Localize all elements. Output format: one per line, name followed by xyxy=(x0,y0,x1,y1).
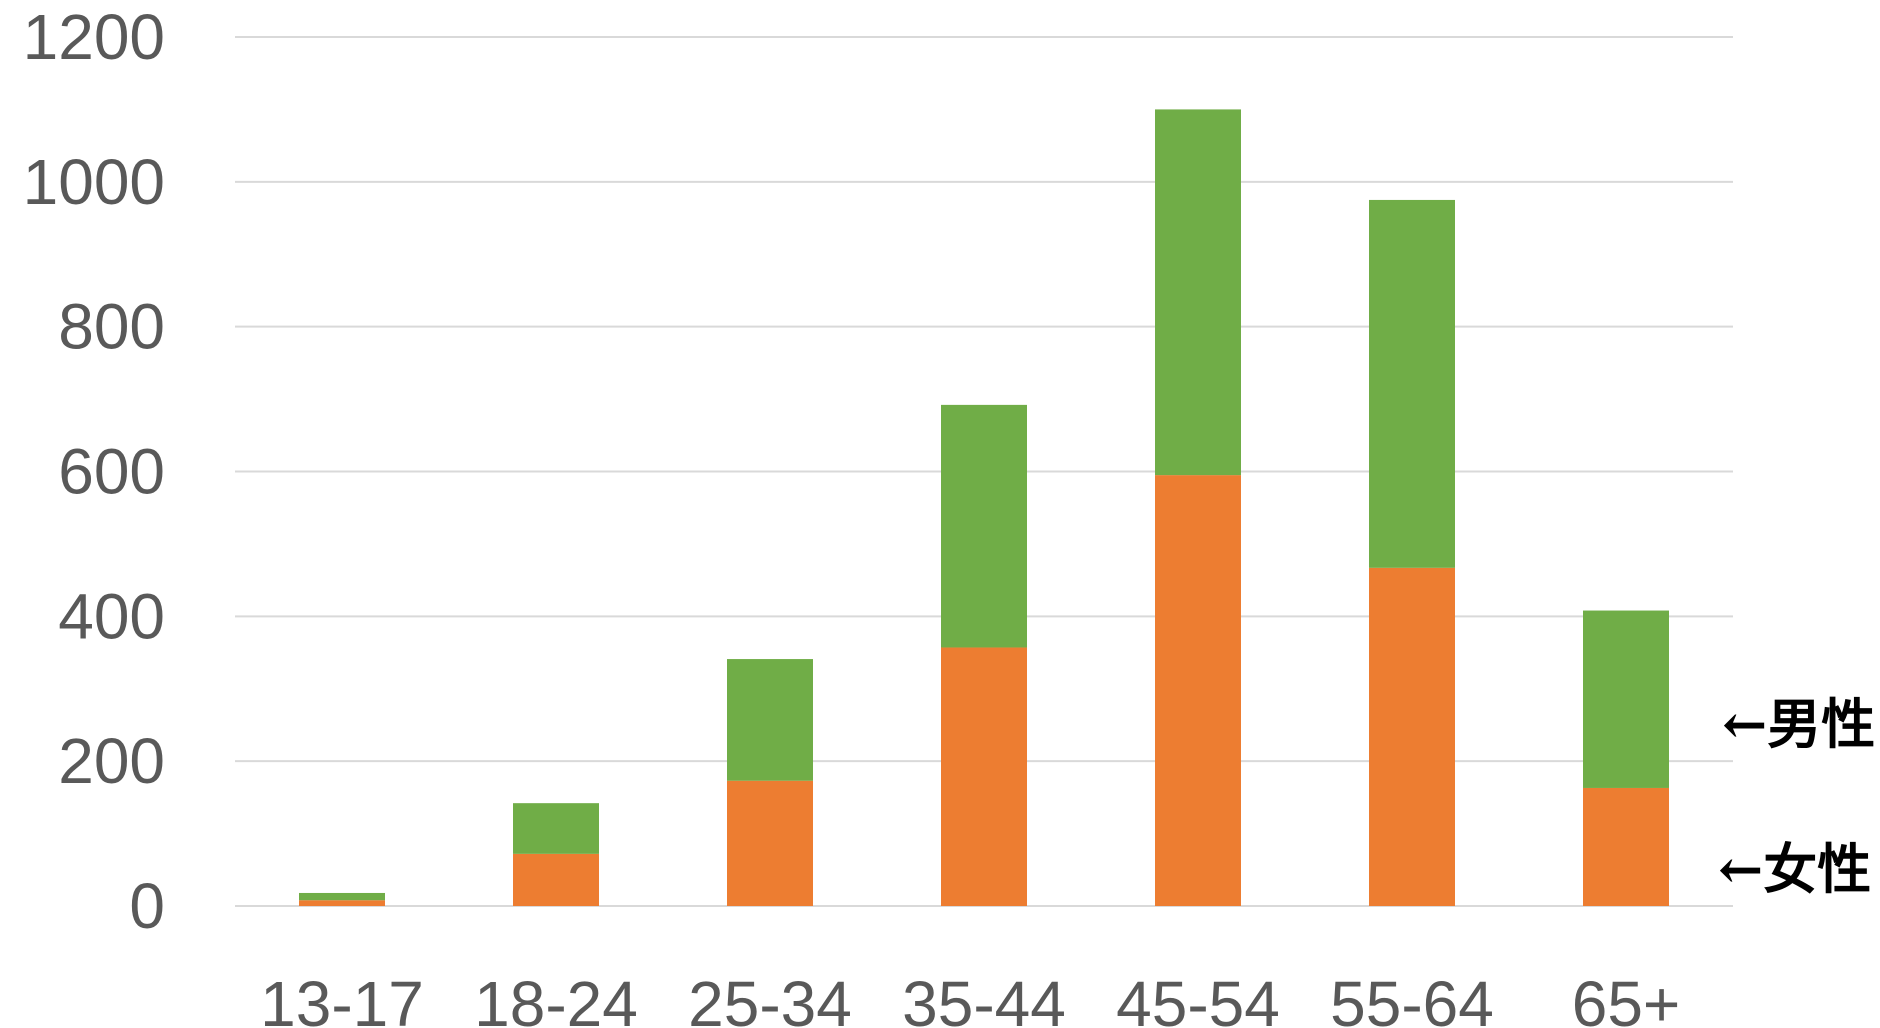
bar-segment-male-45-54 xyxy=(1155,109,1241,476)
bar-segment-male-35-44 xyxy=(941,404,1027,648)
y-tick-label: 0 xyxy=(129,870,165,942)
x-tick-label: 35-44 xyxy=(902,968,1066,1028)
bar-segment-female-55-64 xyxy=(1369,567,1455,906)
bar-segment-male-55-64 xyxy=(1369,199,1455,568)
y-tick-label: 800 xyxy=(58,291,165,363)
x-tick-label: 18-24 xyxy=(474,968,638,1028)
x-tick-label: 13-17 xyxy=(260,968,424,1028)
bar-segment-female-45-54 xyxy=(1155,475,1241,906)
bar-segment-male-13-17 xyxy=(299,892,385,901)
y-axis-tick-labels: 0 200 400 600 800 1000 1200 xyxy=(23,1,165,942)
legend: ←男性 ←女性 xyxy=(1718,692,1875,901)
bar-segment-female-35-44 xyxy=(941,647,1027,906)
x-tick-label: 65+ xyxy=(1572,968,1681,1028)
x-tick-label: 25-34 xyxy=(688,968,852,1028)
y-tick-label: 400 xyxy=(58,580,165,652)
y-tick-label: 1200 xyxy=(23,1,165,73)
bar-segment-female-65+ xyxy=(1583,787,1669,906)
y-tick-label: 600 xyxy=(58,436,165,508)
y-tick-label: 1000 xyxy=(23,146,165,218)
bar-segment-female-18-24 xyxy=(513,853,599,906)
y-tick-label: 200 xyxy=(58,725,165,797)
legend-label-male: ←男性 xyxy=(1722,692,1875,756)
bar-segment-female-25-34 xyxy=(727,780,813,906)
legend-label-female: ←女性 xyxy=(1718,837,1871,901)
bar-segment-male-18-24 xyxy=(513,803,599,854)
bar-segment-male-25-34 xyxy=(727,659,813,781)
bar-segment-female-13-17 xyxy=(299,900,385,906)
x-tick-label: 45-54 xyxy=(1116,968,1280,1028)
bar-segment-male-65+ xyxy=(1583,610,1669,788)
x-axis-tick-labels: 13-17 18-24 25-34 35-44 45-54 55-64 65+ xyxy=(260,968,1680,1028)
bars xyxy=(299,109,1669,906)
x-tick-label: 55-64 xyxy=(1330,968,1494,1028)
